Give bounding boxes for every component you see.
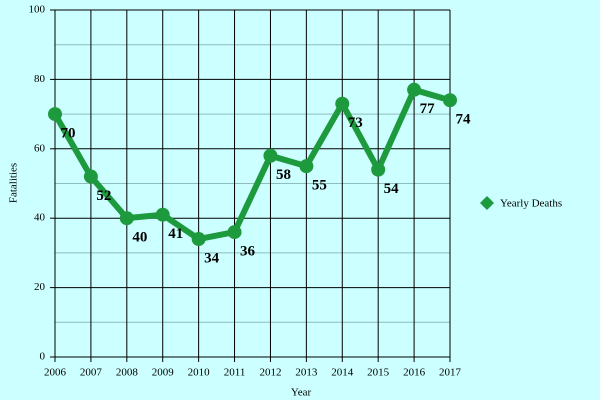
y-tick-label: 0 (40, 351, 46, 363)
y-tick-label: 100 (29, 4, 46, 16)
point (83, 169, 98, 184)
point (227, 225, 242, 240)
point (155, 207, 170, 222)
series-line (52, 86, 451, 243)
x-tick-label: 2006 (44, 367, 67, 379)
x-tick-label: 2014 (331, 367, 354, 379)
data-label: 73 (348, 115, 363, 131)
x-tick-label: 2007 (80, 367, 103, 379)
x-tick-label: 2009 (152, 367, 175, 379)
x-tick-label: 2012 (259, 367, 281, 379)
legend-label: Yearly Deaths (500, 198, 562, 210)
point (335, 96, 350, 111)
data-label: 41 (168, 226, 183, 242)
x-tick-label: 2016 (403, 367, 426, 379)
x-tick-label: 2015 (367, 367, 390, 379)
data-label: 58 (276, 167, 291, 183)
data-label: 55 (312, 178, 327, 194)
x-tick-label: 2013 (295, 367, 318, 379)
legend-marker (482, 198, 492, 208)
point (299, 159, 314, 174)
data-label: 40 (132, 230, 147, 246)
data-label: 54 (384, 181, 400, 197)
data-label: 77 (420, 101, 436, 117)
data-label: 74 (456, 112, 472, 128)
data-label: 52 (96, 188, 111, 204)
point (191, 232, 206, 247)
x-tick-label: 2008 (116, 367, 139, 379)
point (407, 82, 422, 97)
data-label: 34 (204, 250, 220, 266)
point (443, 93, 457, 108)
y-tick-label: 40 (34, 212, 46, 224)
x-tick-label: 2011 (224, 367, 246, 379)
x-tick-label: 2010 (188, 367, 211, 379)
y-tick-label: 20 (34, 281, 46, 293)
y-tick-label: 60 (34, 142, 46, 154)
point (119, 211, 134, 226)
x-axis-label: Year (291, 387, 312, 399)
point (48, 107, 62, 122)
y-axis-label: Fatalities (8, 163, 20, 203)
x-tick-label: 2017 (439, 367, 462, 379)
data-label: 36 (240, 244, 256, 260)
data-label: 70 (61, 126, 76, 142)
y-tick-label: 80 (34, 73, 46, 85)
point (371, 162, 386, 177)
point (263, 148, 278, 163)
